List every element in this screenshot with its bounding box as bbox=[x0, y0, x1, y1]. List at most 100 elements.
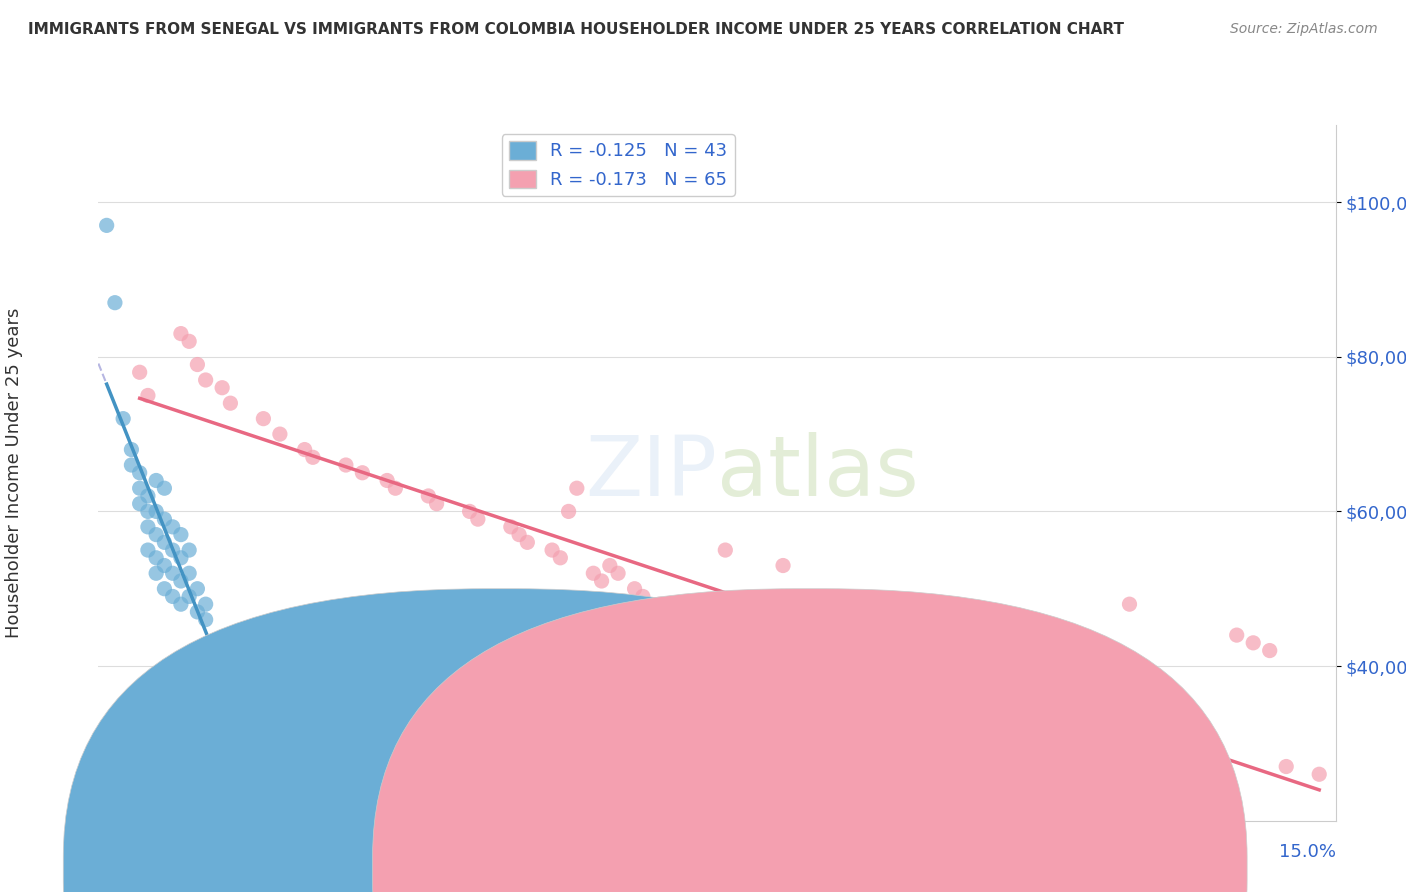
Point bbox=[179, 543, 201, 558]
Point bbox=[128, 481, 150, 495]
Point bbox=[252, 736, 274, 750]
Point bbox=[1258, 643, 1281, 657]
Text: Householder Income Under 25 years: Householder Income Under 25 years bbox=[6, 308, 22, 638]
Point bbox=[145, 527, 167, 541]
Point bbox=[136, 388, 159, 402]
Point bbox=[302, 450, 325, 465]
Point bbox=[136, 504, 159, 518]
Point bbox=[104, 295, 127, 310]
Point bbox=[153, 512, 176, 526]
Point bbox=[96, 219, 118, 233]
Point bbox=[162, 566, 184, 581]
Point bbox=[747, 643, 769, 657]
Point bbox=[763, 651, 786, 665]
Point bbox=[194, 373, 217, 387]
Point bbox=[194, 613, 217, 627]
Point bbox=[418, 489, 440, 503]
Point bbox=[153, 558, 176, 573]
Point bbox=[145, 504, 167, 518]
Point bbox=[607, 566, 630, 581]
Point bbox=[162, 543, 184, 558]
Point bbox=[335, 458, 357, 472]
Text: 15.0%: 15.0% bbox=[1278, 843, 1336, 861]
Point bbox=[797, 666, 820, 681]
Point bbox=[128, 497, 150, 511]
Point bbox=[994, 721, 1017, 735]
Point bbox=[1201, 752, 1223, 766]
Point bbox=[499, 520, 522, 534]
Point bbox=[846, 682, 869, 697]
Point bbox=[219, 690, 242, 704]
Point bbox=[591, 574, 613, 588]
Point bbox=[623, 582, 645, 596]
Point bbox=[599, 558, 621, 573]
Point bbox=[772, 558, 794, 573]
Text: atlas: atlas bbox=[717, 433, 918, 513]
Point bbox=[170, 527, 193, 541]
Text: Immigrants from Senegal: Immigrants from Senegal bbox=[523, 860, 752, 878]
Point bbox=[170, 597, 193, 611]
Point bbox=[458, 504, 481, 518]
Point bbox=[1160, 744, 1182, 758]
Point bbox=[136, 489, 159, 503]
Text: Source: ZipAtlas.com: Source: ZipAtlas.com bbox=[1230, 22, 1378, 37]
Point bbox=[1275, 759, 1298, 773]
Point bbox=[194, 597, 217, 611]
Point bbox=[145, 566, 167, 581]
Point bbox=[179, 334, 201, 349]
Point bbox=[120, 458, 142, 472]
Point bbox=[211, 659, 233, 673]
Point bbox=[631, 590, 654, 604]
Point bbox=[162, 590, 184, 604]
Text: Immigrants from Colombia: Immigrants from Colombia bbox=[834, 860, 1076, 878]
Point bbox=[731, 636, 754, 650]
Point bbox=[179, 590, 201, 604]
Point bbox=[665, 605, 688, 619]
Point bbox=[128, 365, 150, 379]
Point bbox=[1036, 729, 1059, 743]
Point bbox=[1118, 597, 1140, 611]
Point bbox=[179, 566, 201, 581]
Point bbox=[1077, 736, 1099, 750]
Point bbox=[565, 481, 588, 495]
Point bbox=[541, 543, 564, 558]
Point bbox=[162, 520, 184, 534]
Point bbox=[879, 698, 901, 712]
Point bbox=[706, 628, 728, 642]
Point bbox=[153, 481, 176, 495]
Point bbox=[170, 574, 193, 588]
Point bbox=[186, 605, 208, 619]
Point bbox=[211, 636, 233, 650]
Point bbox=[128, 466, 150, 480]
Point bbox=[170, 326, 193, 341]
Point bbox=[1308, 767, 1330, 781]
Text: IMMIGRANTS FROM SENEGAL VS IMMIGRANTS FROM COLOMBIA HOUSEHOLDER INCOME UNDER 25 : IMMIGRANTS FROM SENEGAL VS IMMIGRANTS FR… bbox=[28, 22, 1125, 37]
Point bbox=[228, 706, 250, 720]
Point bbox=[870, 690, 893, 704]
Text: ZIP: ZIP bbox=[585, 433, 717, 513]
Point bbox=[112, 411, 135, 425]
Text: 0.0%: 0.0% bbox=[98, 843, 143, 861]
Point bbox=[681, 620, 703, 634]
Point bbox=[269, 427, 291, 442]
Point bbox=[508, 527, 530, 541]
Point bbox=[211, 381, 233, 395]
Point bbox=[1226, 628, 1249, 642]
Point bbox=[120, 442, 142, 457]
Point bbox=[186, 582, 208, 596]
Point bbox=[153, 582, 176, 596]
Point bbox=[789, 659, 811, 673]
Point bbox=[252, 411, 274, 425]
Point bbox=[830, 674, 852, 689]
Point bbox=[236, 721, 259, 735]
Point bbox=[426, 497, 449, 511]
Point bbox=[136, 520, 159, 534]
Point bbox=[375, 474, 398, 488]
Point bbox=[912, 706, 935, 720]
Legend: R = -0.125   N = 43, R = -0.173   N = 65: R = -0.125 N = 43, R = -0.173 N = 65 bbox=[502, 134, 734, 196]
Point bbox=[557, 504, 579, 518]
Point bbox=[186, 358, 208, 372]
Point bbox=[153, 535, 176, 549]
Point bbox=[714, 543, 737, 558]
Point bbox=[648, 597, 671, 611]
